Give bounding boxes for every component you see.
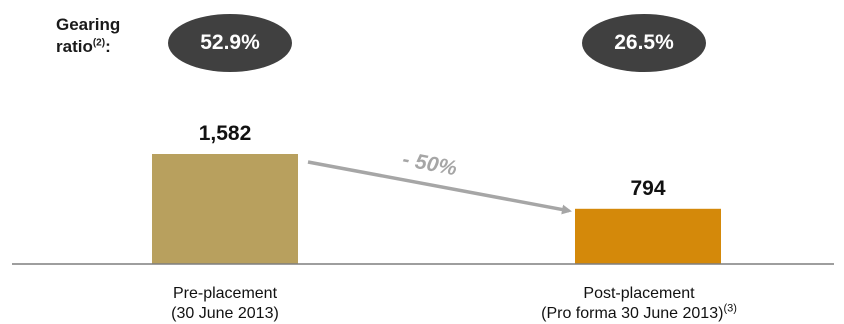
category-label-pre-line1: Pre-placement <box>172 285 278 302</box>
category-footnote-post: (3) <box>723 302 737 315</box>
gearing-ratio-label: Gearing ratio(2): <box>56 14 120 58</box>
category-label-post-line1: Post-placement <box>583 285 695 302</box>
category-label-pre-line2: (30 June 2013) <box>171 305 279 322</box>
value-label-0: 1,582 <box>199 122 252 145</box>
gearing-badge-post: 26.5% <box>582 14 706 72</box>
bar-0 <box>152 154 298 264</box>
category-label-pre: Pre-placement (30 June 2013) <box>125 284 325 324</box>
value-label-1: 794 <box>630 177 665 200</box>
gearing-badge-pre: 52.9% <box>168 14 292 72</box>
category-label-post: Post-placement (Pro forma 30 June 2013)(… <box>489 284 789 324</box>
gearing-value-post: 26.5% <box>614 31 674 54</box>
gearing-footnote: (2) <box>92 37 106 49</box>
gearing-label-line2: ratio <box>56 37 93 56</box>
reduction-arrow <box>307 160 572 215</box>
gearing-label-suffix: : <box>105 37 111 56</box>
gearing-label-line1: Gearing <box>56 15 121 34</box>
gearing-value-pre: 52.9% <box>200 31 260 54</box>
reduction-annotation: - 50% <box>401 148 459 181</box>
category-label-post-line2: (Pro forma 30 June 2013) <box>541 305 724 322</box>
bar-1 <box>575 208 721 264</box>
